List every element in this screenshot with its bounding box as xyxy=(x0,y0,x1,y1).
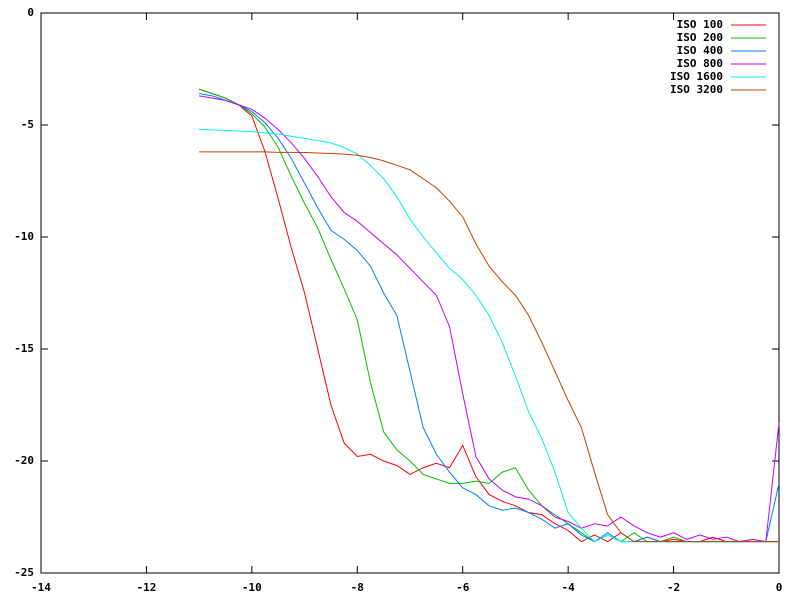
legend-label: ISO 200 xyxy=(677,31,723,44)
legend-label: ISO 1600 xyxy=(670,70,723,83)
series-line xyxy=(199,93,780,543)
legend-label: ISO 100 xyxy=(677,18,723,31)
legend-label: ISO 3200 xyxy=(670,83,723,96)
x-tick-label: -8 xyxy=(351,581,364,594)
x-tick-label: -4 xyxy=(562,581,576,594)
y-tick-label: -15 xyxy=(14,342,34,355)
series-line xyxy=(198,88,779,543)
x-tick-label: 0 xyxy=(776,581,783,594)
series-line xyxy=(199,128,779,543)
y-tick-label: -25 xyxy=(14,566,34,579)
y-tick-label: -20 xyxy=(14,454,34,467)
plot-frame xyxy=(40,12,780,574)
x-tick-label: -14 xyxy=(31,581,51,594)
legend-label: ISO 800 xyxy=(677,57,723,70)
series-line xyxy=(199,151,779,543)
y-tick-label: -5 xyxy=(21,118,34,131)
series-line xyxy=(199,95,780,543)
y-tick-label: -10 xyxy=(14,230,34,243)
x-tick-label: -2 xyxy=(667,581,680,594)
x-tick-label: -10 xyxy=(242,581,262,594)
series-line xyxy=(198,88,779,543)
x-tick-label: -6 xyxy=(456,581,470,594)
legend-label: ISO 400 xyxy=(677,44,723,57)
y-tick-label: 0 xyxy=(27,6,34,19)
x-tick-label: -12 xyxy=(136,581,156,594)
